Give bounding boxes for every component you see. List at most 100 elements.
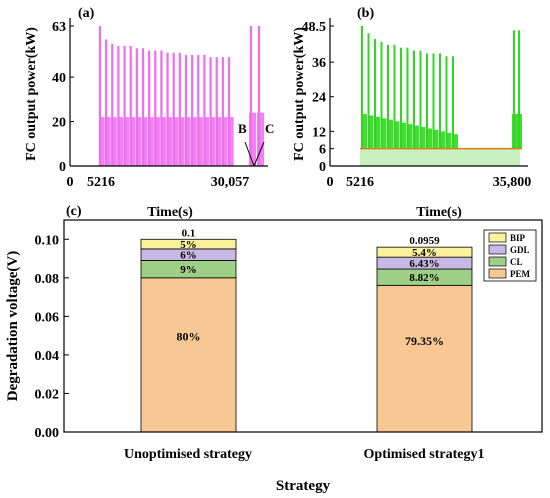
panel-b-tick-y-3: 24: [312, 91, 326, 106]
bar-segment-bip-1: [376, 246, 473, 258]
legend-label-cl: CL: [510, 257, 523, 267]
panel-c-tick-y-3: 0.06: [35, 310, 60, 325]
data-label-gdl-0: 6%: [180, 250, 197, 262]
panel-a-cycle-block-4: [123, 117, 130, 166]
panel-b-cycle-block-6: [400, 122, 406, 149]
total-label-1: 0.0959: [409, 235, 440, 247]
legend-label-gdl: GDL: [510, 245, 530, 255]
panel-a-cycle-block-11: [166, 117, 173, 166]
panel-a-tick-x-0: 0: [67, 175, 74, 190]
legend: BIP GDL CL PEM: [483, 229, 537, 282]
panel-c-frame: [63, 219, 543, 433]
panel-a-cycle-block-19: [215, 117, 222, 166]
panel-a: 0 20 40 63 (a) 0 5216 30,057 Time(s) FC out…: [24, 6, 274, 220]
panel-a-y-ticks: 0 20 40 63: [52, 20, 74, 175]
panel-a-cycle-block-6: [135, 117, 142, 166]
category-label-0: Unoptimised strategy: [124, 447, 252, 462]
legend-swatch-pem: [488, 268, 507, 279]
panel-b-x-axis-label: Time(s): [416, 205, 462, 220]
panel-b-cycle-block-5: [393, 121, 400, 149]
panel-a-cycle-block-13: [178, 117, 185, 166]
panel-c-tick-y-0: 0.00: [35, 426, 60, 441]
panel-a-cycle-block-16: [197, 117, 203, 166]
panel-a-cycle-block-0: [99, 117, 105, 166]
panel-b-tick-y-4: 36: [312, 56, 326, 71]
panel-a-cycle-block-15: [191, 117, 197, 166]
panel-b-label: (b): [357, 6, 374, 21]
total-label-0: 0.1: [182, 227, 196, 239]
panel-b-cycle-block-10: [426, 128, 432, 149]
panel-b-cycle-block-0: [361, 114, 367, 149]
legend-swatch-bip: [488, 232, 507, 243]
data-label-cl-1: 8.82%: [409, 272, 439, 284]
panel-a-tick-y-0: 0: [59, 160, 66, 175]
panel-b-cycle-block-12: [439, 131, 445, 149]
panel-a-cycle-block-20: [221, 117, 228, 166]
panel-b-tick-y-2: 12: [312, 125, 326, 140]
panel-b-cycle-block-13: [445, 132, 452, 149]
panel-b-cycle-block-14: [452, 134, 458, 149]
bar-segment-pem-1: [376, 284, 473, 433]
data-label-pem-1: 79.35%: [405, 334, 444, 348]
panel-a-cycle-block-3: [117, 117, 124, 166]
annotation-b: B: [238, 121, 247, 136]
panel-a-tick-x-1: 5216: [87, 175, 115, 190]
data-label-gdl-1: 6.43%: [409, 258, 439, 270]
panel-b-plot-area: [360, 26, 522, 166]
panel-a-x-axis-label: Time(s): [147, 205, 193, 220]
panel-b-tick-x-1: 5216: [346, 175, 374, 190]
panel-a-cycle-block-1: [105, 117, 111, 166]
panel-a-cycle-block-2: [111, 117, 117, 166]
panel-b-tick-x-2: 35,800: [493, 175, 532, 190]
panel-c-y-axis-label: Degradation voltage(V): [5, 251, 21, 401]
panel-a-cycle-block-9: [154, 117, 160, 166]
panel-c: 80% 9% 6%5%0.1 79.35% 8.82% 6.43%5.4%0.0959 0…: [5, 204, 543, 494]
panel-b-tick-y-1: 6: [319, 143, 326, 158]
category-label-1: Optimised strategy1: [364, 447, 485, 462]
panel-a-tick-x-2: 30,057: [211, 175, 250, 190]
panel-b: 0 6 12 24 36 48.5 (b) 0 5216 35,800 Time(s) F…: [292, 6, 531, 220]
legend-swatch-cl: [488, 256, 507, 267]
panel-b-cycle-block-2: [374, 116, 380, 149]
data-label-cl-0: 9%: [180, 264, 197, 276]
legend-swatch-gdl: [488, 244, 507, 255]
panel-b-cycle-block-1: [367, 115, 374, 149]
panel-c-tick-y-1: 0.02: [35, 387, 60, 402]
panel-b-cycle-block-7: [406, 124, 413, 149]
panel-c-x-axis-label: Strategy: [276, 478, 331, 494]
bar-segment-pem-0: [140, 277, 237, 433]
panel-a-tick-y-1: 20: [52, 116, 66, 131]
legend-label-pem: PEM: [510, 269, 531, 279]
panel-b-tick-y-0: 0: [319, 160, 326, 175]
data-label-pem-0: 80%: [177, 329, 201, 343]
bar-segment-bip-0: [140, 238, 237, 250]
panel-a-cycle-block-7: [142, 117, 148, 166]
panel-a-cycle-block-10: [160, 117, 167, 166]
panel-c-tick-y-4: 0.08: [35, 272, 60, 287]
panel-c-tick-y-5: 0.10: [35, 233, 60, 248]
panel-a-end-block-0: [249, 112, 256, 166]
data-label-bip-0: 5%: [180, 239, 197, 251]
panel-a-label: (a): [78, 6, 95, 21]
panel-a-end-block-1: [257, 112, 264, 166]
panel-c-label: (c): [66, 204, 82, 219]
panel-c-y-ticks: 0.00 0.02 0.04 0.06 0.08 0.10: [35, 233, 69, 441]
panel-b-tick-y-5: 48.5: [302, 20, 327, 35]
panel-b-cycle-block-8: [413, 125, 419, 149]
panel-a-tick-y-2: 40: [52, 71, 66, 86]
panel-b-y-axis-label: FC output power(kW): [292, 27, 307, 161]
panel-b-y-ticks: 0 6 12 24 36 48.5: [302, 20, 334, 175]
panel-b-base-region: [360, 148, 520, 166]
legend-label-bip: BIP: [510, 233, 526, 243]
panel-a-tick-y-3: 63: [52, 20, 66, 35]
panel-b-cycle-block-11: [432, 129, 439, 149]
annotation-c: C: [265, 121, 274, 136]
panel-b-tick-x-0: 0: [327, 175, 334, 190]
annotation-c-arrow: [253, 141, 265, 167]
panel-c-plot-area: 80% 9% 6%5%0.1 79.35% 8.82% 6.43%5.4%0.0959: [140, 227, 473, 433]
panel-a-plot-area: [98, 26, 264, 166]
panel-a-cycle-block-14: [185, 117, 191, 166]
panel-b-cycle-block-3: [380, 118, 387, 149]
panel-a-cycle-block-17: [203, 117, 210, 166]
